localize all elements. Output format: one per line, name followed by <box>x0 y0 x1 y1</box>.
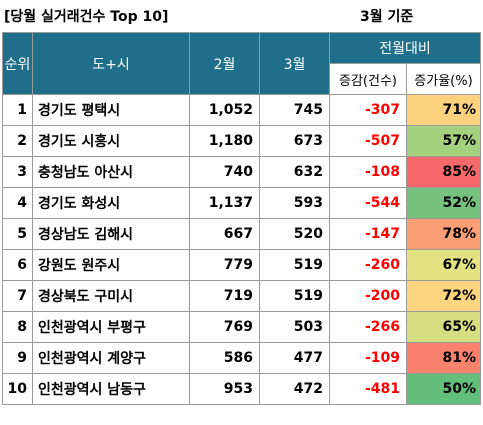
rate-cell: 71% <box>406 94 481 126</box>
diff-cell: -260 <box>329 249 407 281</box>
header-feb: 2월 <box>189 32 260 95</box>
rank-cell: 9 <box>2 342 33 374</box>
header-mar: 3월 <box>259 32 330 95</box>
mar-count-cell: 477 <box>259 342 330 374</box>
rate-cell: 52% <box>406 187 481 219</box>
table-row: 3 충청남도 아산시 740 632 -108 85% <box>2 156 481 188</box>
top10-table: 순위 도+시 2월 3월 전월대비 증감(건수) 증가율(%) 1 경기도 평택시… <box>2 32 481 405</box>
table-row: 5 경상남도 김해시 667 520 -147 78% <box>2 218 481 250</box>
diff-cell: -507 <box>329 125 407 157</box>
rate-cell: 78% <box>406 218 481 250</box>
rate-cell: 65% <box>406 311 481 343</box>
mar-count-cell: 520 <box>259 218 330 250</box>
feb-count-cell: 740 <box>189 156 260 188</box>
rank-cell: 7 <box>2 280 33 312</box>
feb-count-cell: 779 <box>189 249 260 281</box>
header-region: 도+시 <box>32 32 190 95</box>
region-cell: 경상남도 김해시 <box>32 218 190 250</box>
diff-cell: -544 <box>329 187 407 219</box>
feb-count-cell: 1,180 <box>189 125 260 157</box>
table-row: 9 인천광역시 계양구 586 477 -109 81% <box>2 342 481 374</box>
diff-cell: -266 <box>329 311 407 343</box>
table-body: 1 경기도 평택시 1,052 745 -307 71% 2 경기도 시흥시 1,180 673-… <box>2 94 481 405</box>
rank-cell: 8 <box>2 311 33 343</box>
table-row: 7 경상북도 구미시 719 519 -200 72% <box>2 280 481 312</box>
table-row: 4 경기도 화성시 1,137 593 -544 52% <box>2 187 481 219</box>
mar-count-cell: 673 <box>259 125 330 157</box>
feb-count-cell: 769 <box>189 311 260 343</box>
region-cell: 경기도 시흥시 <box>32 125 190 157</box>
title-bar: [당월 실거래건수 Top 10] 3월 기준 <box>0 0 483 32</box>
diff-cell: -147 <box>329 218 407 250</box>
feb-count-cell: 586 <box>189 342 260 374</box>
header-compare: 전월대비 <box>329 32 481 64</box>
rank-cell: 4 <box>2 187 33 219</box>
rate-cell: 81% <box>406 342 481 374</box>
header-rate: 증가율(%) <box>406 63 481 95</box>
feb-count-cell: 1,137 <box>189 187 260 219</box>
rate-cell: 85% <box>406 156 481 188</box>
region-cell: 강원도 원주시 <box>32 249 190 281</box>
feb-count-cell: 719 <box>189 280 260 312</box>
region-cell: 경기도 평택시 <box>32 94 190 126</box>
feb-count-cell: 667 <box>189 218 260 250</box>
header-diff: 증감(건수) <box>329 63 407 95</box>
feb-count-cell: 953 <box>189 373 260 405</box>
region-cell: 경상북도 구미시 <box>32 280 190 312</box>
rank-cell: 10 <box>2 373 33 405</box>
rank-cell: 5 <box>2 218 33 250</box>
rank-cell: 6 <box>2 249 33 281</box>
table-row: 2 경기도 시흥시 1,180 673 -507 57% <box>2 125 481 157</box>
diff-cell: -108 <box>329 156 407 188</box>
region-cell: 경기도 화성시 <box>32 187 190 219</box>
table-title: [당월 실거래건수 Top 10] <box>4 9 169 25</box>
header-rank: 순위 <box>2 32 33 95</box>
mar-count-cell: 519 <box>259 249 330 281</box>
table-row: 8 인천광역시 부평구 769 503 -266 65% <box>2 311 481 343</box>
mar-count-cell: 519 <box>259 280 330 312</box>
feb-count-cell: 1,052 <box>189 94 260 126</box>
diff-cell: -200 <box>329 280 407 312</box>
mar-count-cell: 472 <box>259 373 330 405</box>
rank-cell: 1 <box>2 94 33 126</box>
table-row: 10 인천광역시 남동구 953 472 -481 50% <box>2 373 481 405</box>
diff-cell: -481 <box>329 373 407 405</box>
rate-cell: 72% <box>406 280 481 312</box>
table-row: 6 강원도 원주시 779 519 -260 67% <box>2 249 481 281</box>
region-cell: 충청남도 아산시 <box>32 156 190 188</box>
diff-cell: -109 <box>329 342 407 374</box>
basis-label: 3월 기준 <box>360 9 414 25</box>
rate-cell: 50% <box>406 373 481 405</box>
rate-cell: 67% <box>406 249 481 281</box>
diff-cell: -307 <box>329 94 407 126</box>
mar-count-cell: 745 <box>259 94 330 126</box>
rank-cell: 2 <box>2 125 33 157</box>
mar-count-cell: 593 <box>259 187 330 219</box>
region-cell: 인천광역시 남동구 <box>32 373 190 405</box>
rate-cell: 57% <box>406 125 481 157</box>
rank-cell: 3 <box>2 156 33 188</box>
region-cell: 인천광역시 계양구 <box>32 342 190 374</box>
table-row: 1 경기도 평택시 1,052 745 -307 71% <box>2 94 481 126</box>
mar-count-cell: 503 <box>259 311 330 343</box>
mar-count-cell: 632 <box>259 156 330 188</box>
region-cell: 인천광역시 부평구 <box>32 311 190 343</box>
